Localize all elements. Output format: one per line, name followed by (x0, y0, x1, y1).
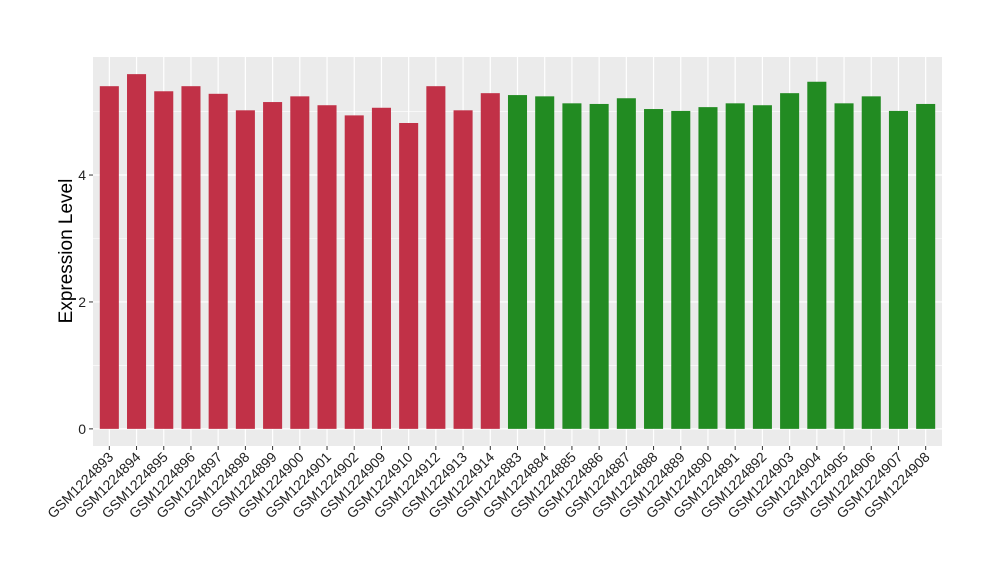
bar-GSM1224892 (752, 105, 772, 429)
bar-GSM1224910 (399, 122, 419, 429)
bars (99, 74, 936, 429)
bar-GSM1224908 (916, 103, 936, 429)
y-tick-label: 4 (78, 167, 86, 183)
bar-GSM1224889 (671, 110, 691, 429)
bar-GSM1224891 (725, 103, 745, 429)
bar-GSM1224897 (208, 93, 228, 429)
bar-GSM1224901 (317, 105, 337, 429)
y-axis: 0 2 4 (78, 167, 93, 437)
y-axis-label: Expression Level (56, 179, 77, 324)
bar-GSM1224914 (480, 93, 500, 429)
bar-GSM1224887 (616, 98, 636, 429)
y-tick-label: 0 (78, 421, 86, 437)
bar-GSM1224893 (99, 86, 119, 429)
bar-GSM1224904 (807, 81, 827, 429)
bar-GSM1224912 (426, 86, 446, 429)
x-axis: GSM1224893GSM1224894GSM1224895GSM1224896… (44, 446, 933, 521)
y-tick-label: 2 (78, 294, 86, 310)
bar-GSM1224905 (834, 103, 854, 429)
bar-GSM1224898 (235, 110, 255, 429)
bar-GSM1224907 (888, 110, 908, 429)
bar-GSM1224902 (344, 115, 364, 429)
bar-GSM1224909 (371, 107, 391, 429)
bar-GSM1224885 (562, 103, 582, 429)
bar-GSM1224886 (589, 103, 609, 429)
bar-GSM1224895 (154, 91, 174, 429)
bar-GSM1224899 (263, 102, 283, 429)
bar-GSM1224894 (127, 74, 147, 429)
bar-GSM1224884 (535, 96, 555, 429)
bar-GSM1224883 (507, 95, 528, 429)
bar-GSM1224896 (181, 86, 201, 429)
bar-GSM1224890 (698, 107, 718, 429)
bar-GSM1224906 (861, 96, 881, 429)
bar-GSM1224913 (453, 110, 473, 429)
bar-GSM1224903 (780, 93, 800, 429)
bar-GSM1224900 (290, 96, 310, 429)
bar-GSM1224888 (644, 109, 664, 429)
